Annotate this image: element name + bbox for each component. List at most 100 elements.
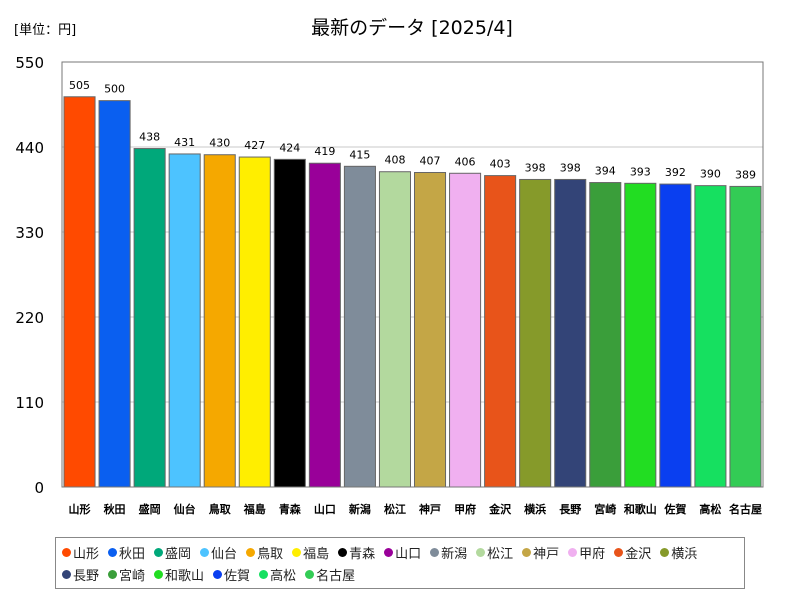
- data-label: 431: [174, 136, 195, 149]
- data-label: 505: [69, 79, 90, 92]
- y-tick-label: 440: [15, 139, 44, 157]
- bar-秋田: [98, 100, 131, 488]
- legend-marker: [292, 547, 302, 557]
- x-tick-label: 佐賀: [663, 502, 686, 516]
- legend-label: 鳥取: [257, 546, 284, 562]
- y-tick-label: 550: [15, 54, 44, 72]
- legend-item: 福島: [292, 541, 329, 563]
- legend-marker: [614, 547, 624, 557]
- data-label: 427: [244, 139, 265, 152]
- legend-marker: [154, 547, 164, 557]
- x-tick-label: 高松: [699, 502, 721, 516]
- legend-item: 山形: [62, 541, 99, 563]
- legend-item: 甲府: [568, 541, 605, 563]
- legend-label: 秋田: [119, 546, 146, 562]
- legend-item: 高松: [259, 563, 296, 585]
- data-label: 394: [595, 165, 616, 178]
- x-tick-label: 松江: [384, 502, 406, 516]
- legend-label: 松江: [487, 546, 514, 562]
- legend-item: 名古屋: [305, 563, 355, 585]
- bar-仙台: [168, 153, 201, 488]
- bar-横浜: [519, 178, 552, 488]
- data-label: 403: [490, 158, 511, 171]
- bar-山形: [63, 96, 96, 488]
- x-tick-label: 秋田: [104, 502, 126, 516]
- data-label: 392: [665, 166, 686, 179]
- legend-marker: [305, 569, 315, 579]
- plot-area: [61, 61, 764, 488]
- data-label: 398: [560, 161, 581, 174]
- legend-item: 金沢: [614, 541, 651, 563]
- x-tick-label: 盛岡: [139, 502, 161, 516]
- y-tick-label: 330: [15, 224, 44, 242]
- legend-label: 福島: [303, 546, 330, 562]
- legend-label: 神戸: [533, 546, 560, 562]
- legend-label: 佐賀: [224, 568, 251, 584]
- x-tick-label: 山口: [314, 502, 336, 516]
- bar-山口: [308, 162, 341, 488]
- legend-marker: [213, 569, 223, 579]
- legend-marker: [430, 547, 440, 557]
- data-label: 424: [279, 141, 300, 154]
- bar-和歌山: [624, 182, 657, 488]
- legend-item: 長野: [62, 563, 99, 585]
- legend-label: 青森: [349, 546, 376, 562]
- bar-甲府: [449, 172, 482, 488]
- legend-marker: [62, 547, 71, 557]
- chart-title: 最新のデータ [2025/4]: [311, 17, 513, 39]
- data-label: 398: [525, 161, 546, 174]
- legend-marker: [568, 547, 578, 557]
- legend-item: 盛岡: [154, 541, 191, 563]
- legend-item: 松江: [476, 541, 513, 563]
- x-tick-label: 金沢: [488, 502, 512, 516]
- legend-item: 神戸: [522, 541, 559, 563]
- data-label: 430: [209, 137, 230, 150]
- legend-marker: [476, 547, 486, 557]
- legend-label: 宮崎: [119, 568, 146, 584]
- legend-item: 秋田: [108, 541, 145, 563]
- legend-marker: [62, 569, 71, 579]
- legend-marker: [660, 547, 670, 557]
- legend-label: 仙台: [211, 546, 238, 562]
- x-tick-label: 宮崎: [594, 502, 616, 516]
- legend-label: 山口: [395, 546, 422, 562]
- bar-佐賀: [659, 183, 692, 488]
- legend-label: 名古屋: [316, 568, 356, 584]
- legend-item: 青森: [338, 541, 375, 563]
- bar-鳥取: [203, 154, 236, 488]
- legend-item: 佐賀: [213, 563, 250, 585]
- legend-marker: [259, 569, 269, 579]
- x-tick-label: 長野: [559, 503, 581, 516]
- data-label: 389: [735, 168, 756, 181]
- bar-名古屋: [729, 185, 762, 488]
- bar-神戸: [414, 172, 447, 488]
- data-label: 407: [420, 155, 441, 168]
- bar-宮崎: [589, 182, 622, 488]
- legend-label: 新潟: [441, 546, 468, 562]
- y-tick-label: 0: [34, 479, 44, 497]
- bar-松江: [378, 171, 412, 488]
- x-tick-label: 山形: [69, 502, 91, 516]
- legend-marker: [108, 569, 118, 579]
- legend-item: 新潟: [430, 541, 467, 563]
- legend-marker: [200, 547, 210, 557]
- legend-item: 山口: [384, 541, 421, 563]
- legend-item: 和歌山: [154, 563, 204, 585]
- legend-label: 高松: [270, 568, 297, 584]
- legend-marker: [154, 569, 164, 579]
- legend-item: 仙台: [200, 541, 237, 563]
- x-tick-label: 福島: [243, 502, 266, 516]
- legend-label: 長野: [73, 568, 100, 584]
- x-tick-label: 仙台: [174, 502, 196, 516]
- legend-marker: [246, 547, 256, 557]
- legend-label: 横浜: [671, 546, 698, 562]
- bar-福島: [238, 156, 271, 488]
- bar-高松: [694, 185, 727, 488]
- legend-label: 金沢: [625, 546, 652, 562]
- unit-label: [単位：円]: [14, 22, 76, 38]
- x-tick-label: 名古屋: [729, 502, 762, 516]
- legend-marker: [384, 547, 394, 557]
- x-tick-label: 和歌山: [624, 502, 657, 516]
- x-tick-label: 神戸: [419, 502, 441, 516]
- data-label: 406: [455, 155, 476, 168]
